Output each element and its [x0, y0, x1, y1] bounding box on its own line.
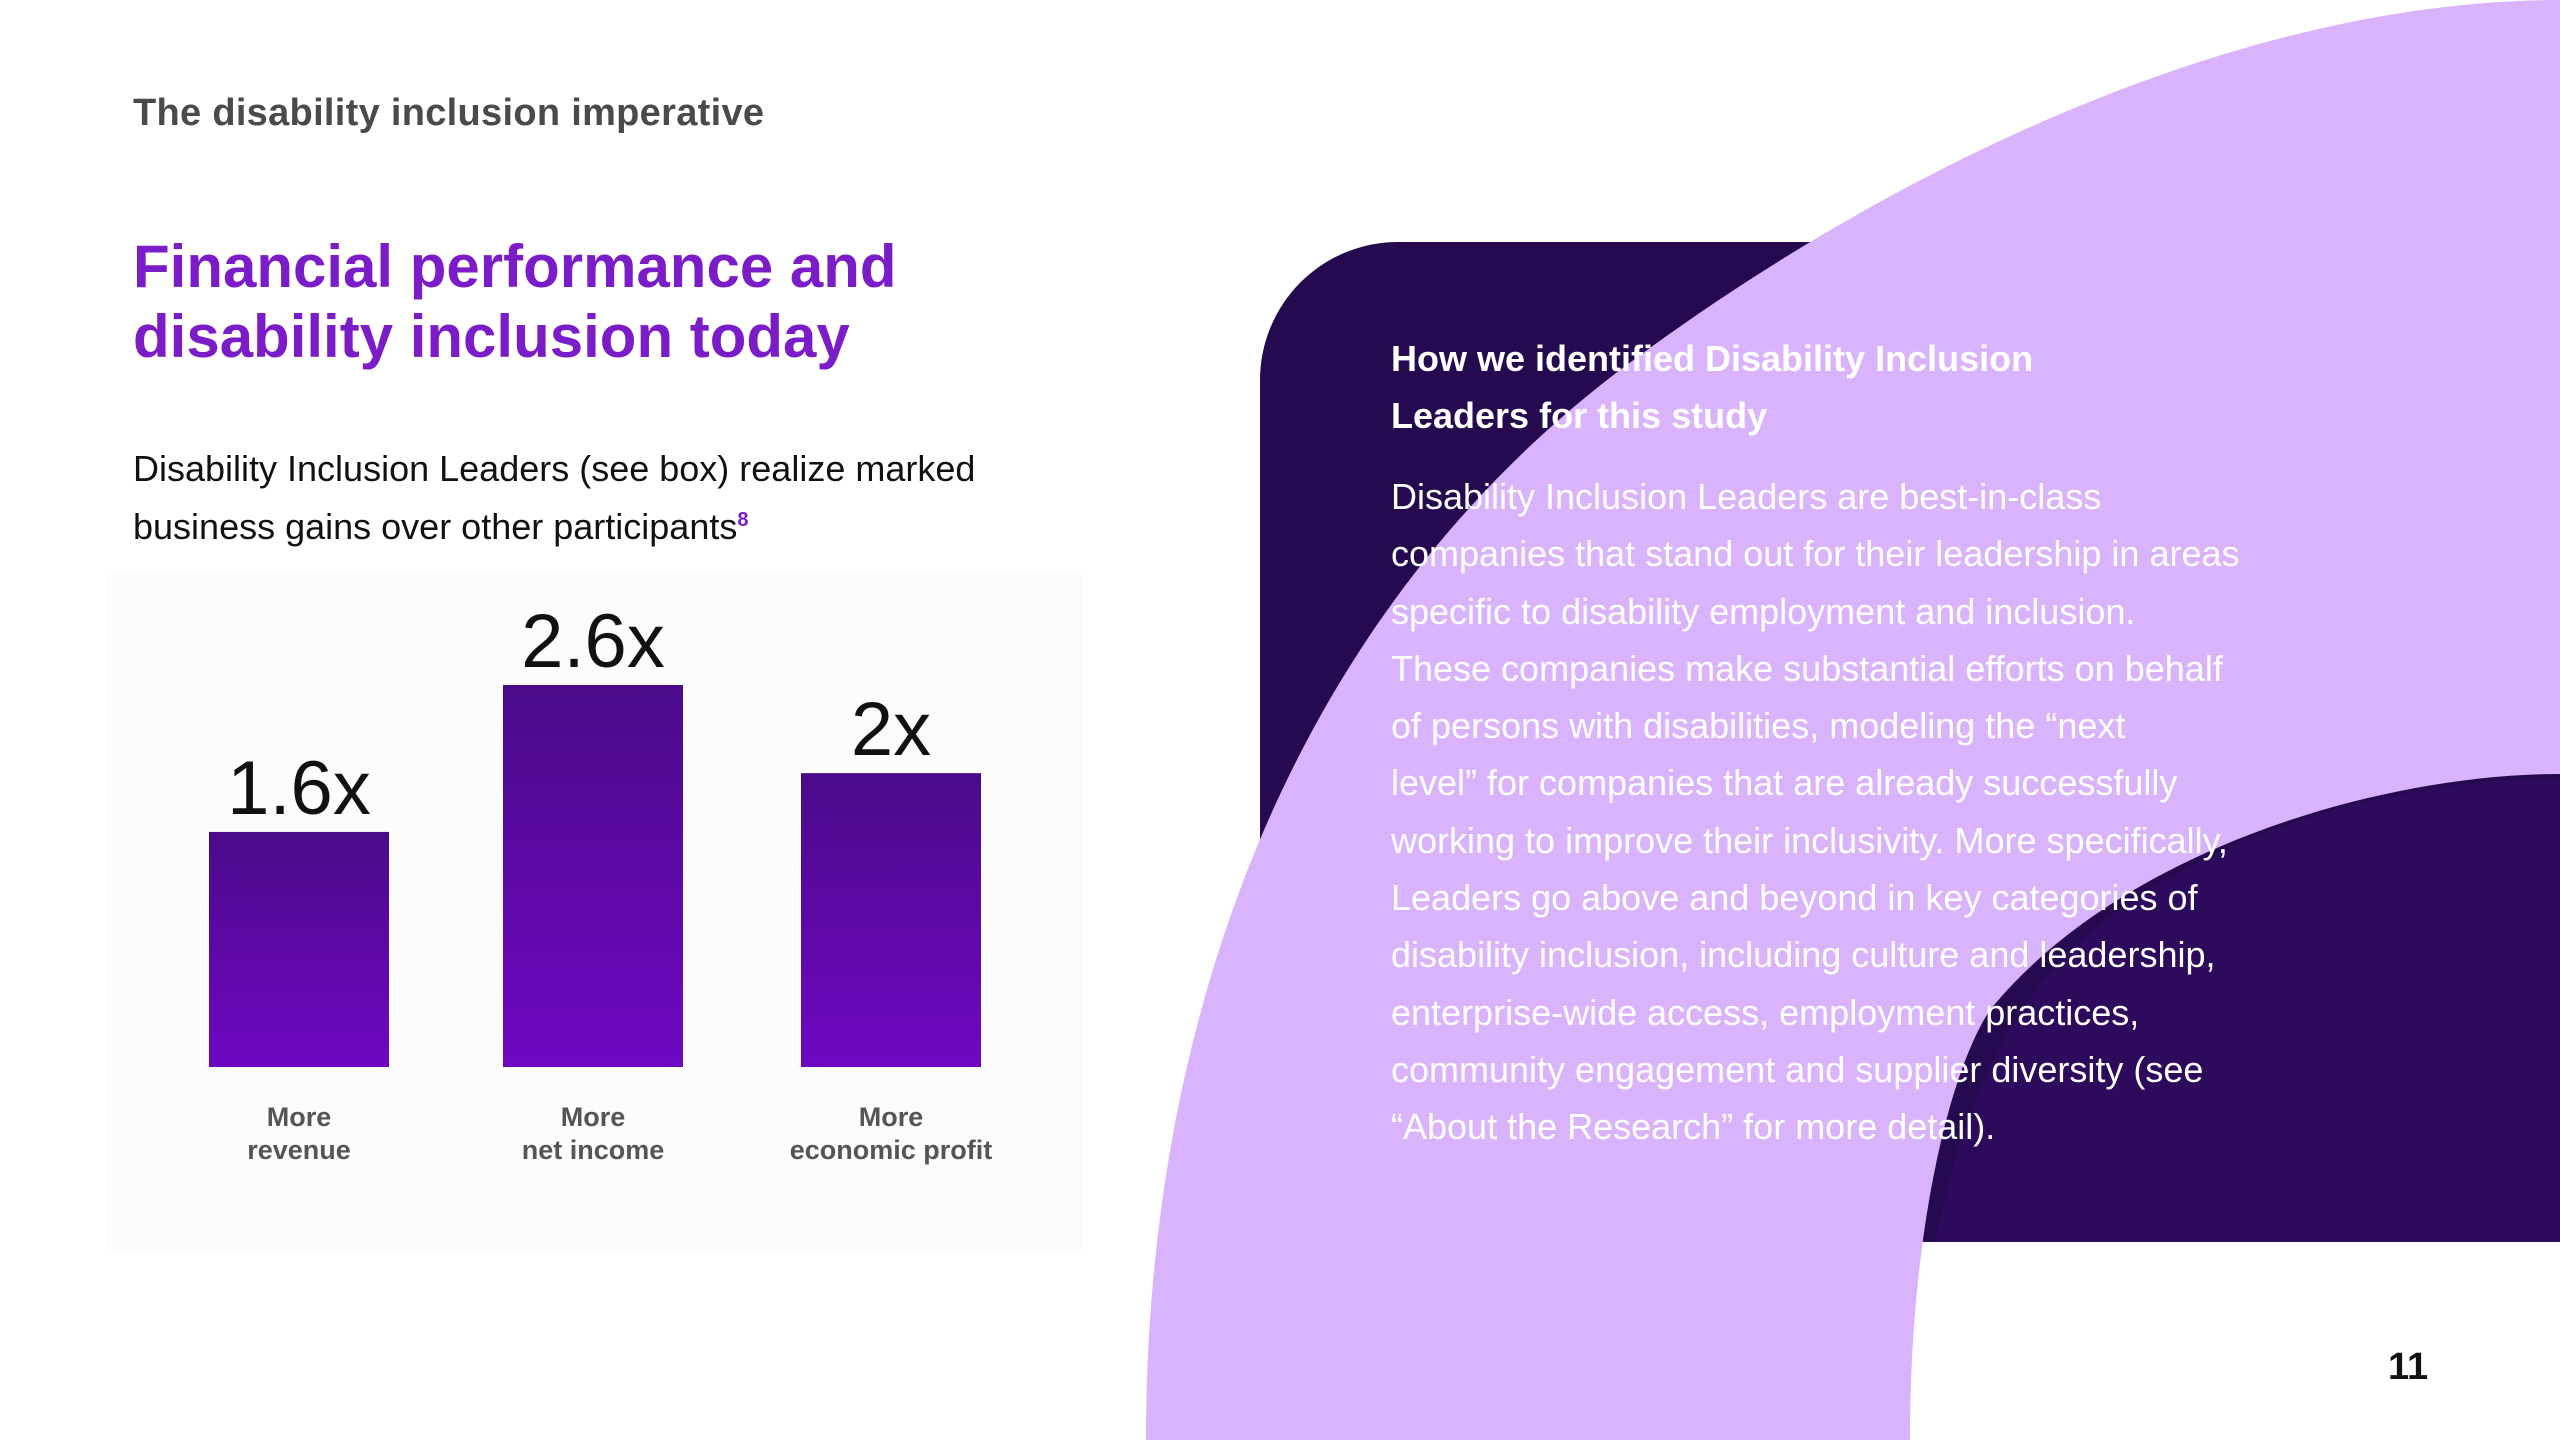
intro-line-text: business gains over other participants — [133, 506, 738, 547]
info-box-body-line: working to improve their inclusivity. Mo… — [1391, 819, 2228, 861]
bar-2 — [503, 685, 683, 1067]
info-box-body-line: Disability Inclusion Leaders are best-in… — [1391, 476, 2102, 517]
page-title: Financial performance and disability inc… — [133, 232, 1133, 372]
intro-line: business gains over other participants8 — [133, 498, 1133, 556]
page-number: 11 — [2388, 1346, 2429, 1388]
bar-3 — [801, 773, 981, 1067]
bar-value-label: 2x — [851, 687, 931, 772]
bar-value-label: 1.6x — [227, 746, 371, 831]
category-label: economic profit — [790, 1135, 993, 1165]
page-title-line: disability inclusion today — [133, 303, 850, 370]
section-label: The disability inclusion imperative — [133, 92, 765, 134]
bar-chart-panel: 1.6x More revenue 2.6x More net income 2x More e… — [106, 574, 1082, 1254]
info-box-body-line: These companies make substantial efforts… — [1391, 647, 2223, 689]
bar-value-label: 2.6x — [521, 599, 665, 684]
info-box-heading: How we identified Disability Inclusion L… — [1391, 330, 2401, 444]
footnote-marker: 8 — [737, 509, 749, 531]
info-box-body-line: specific to disability employment and in… — [1391, 590, 2136, 632]
info-box-body: Disability Inclusion Leaders are best-in… — [1391, 468, 2401, 1156]
info-box-body-line: level” for companies that are already su… — [1391, 762, 2178, 804]
info-box-body-line: of persons with disabilities, modeling t… — [1391, 705, 2126, 747]
info-box-body-line: community engagement and supplier divers… — [1391, 1048, 2204, 1090]
info-box-heading-line: How we identified Disability Inclusion — [1391, 338, 2034, 379]
info-box-body-line: companies that stand out for their leade… — [1391, 533, 2240, 575]
page-title-line: Financial performance and — [133, 233, 897, 300]
category-label: More — [267, 1102, 332, 1132]
info-box-body-line: “About the Research” for more detail). — [1391, 1106, 1996, 1148]
info-box-body-line: disability inclusion, including culture … — [1391, 934, 2216, 976]
info-box-heading-line: Leaders for this study — [1391, 395, 1768, 436]
intro-line: Disability Inclusion Leaders (see box) r… — [133, 448, 976, 489]
info-box: How we identified Disability Inclusion L… — [1391, 330, 2401, 1156]
dark-arc-corner — [1935, 778, 2560, 1242]
info-box-body-line: enterprise-wide access, employment pract… — [1391, 991, 2140, 1033]
intro-text: Disability Inclusion Leaders (see box) r… — [133, 440, 1133, 556]
info-box-body-line: Leaders go above and beyond in key categ… — [1391, 877, 2198, 919]
bar-1 — [209, 831, 389, 1067]
category-label: More — [859, 1102, 924, 1132]
category-label: More — [561, 1102, 626, 1132]
lavender-arc-shape — [1146, 0, 2560, 1440]
category-label: revenue — [247, 1135, 351, 1165]
category-label: net income — [522, 1135, 665, 1165]
